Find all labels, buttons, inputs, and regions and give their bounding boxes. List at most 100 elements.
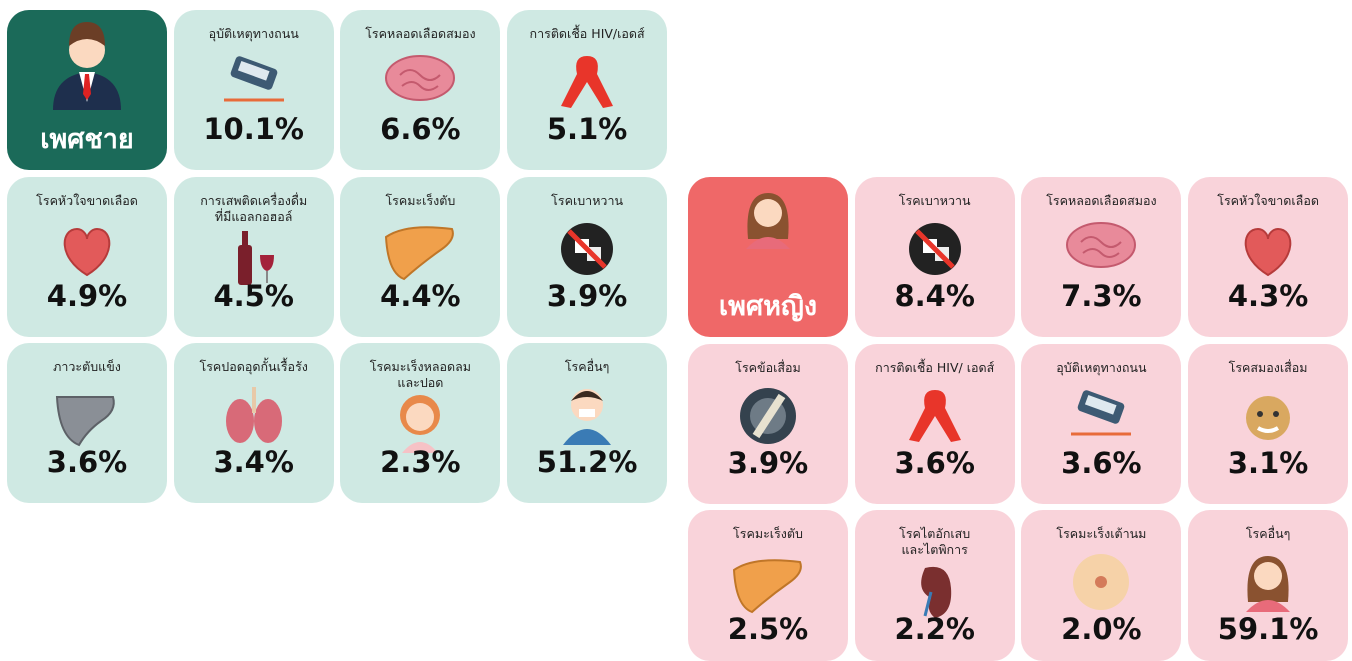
disease-tile: โรคหัวใจขาดเลือด 4.3% bbox=[1188, 177, 1349, 337]
icon-part bbox=[1246, 600, 1291, 613]
disease-label: โรคหัวใจขาดเลือด bbox=[36, 192, 138, 208]
icon-part bbox=[563, 429, 612, 446]
disease-label: อุบัติเหตุทางถนน bbox=[208, 26, 299, 41]
disease-icon bbox=[237, 230, 274, 285]
icon-part bbox=[63, 227, 111, 276]
disease-icon bbox=[1071, 389, 1132, 436]
disease-icon bbox=[908, 223, 961, 275]
icon-part bbox=[914, 229, 955, 269]
icon-part bbox=[1273, 410, 1280, 417]
disease-label: โรคข้อเสื่อม bbox=[735, 359, 801, 375]
percentage: 4.3% bbox=[1227, 279, 1309, 313]
disease-icon bbox=[1073, 554, 1130, 611]
disease-label: โรคมะเร็งเต้านม bbox=[1056, 526, 1147, 542]
icon-part bbox=[399, 69, 442, 91]
disease-tile: โรคข้อเสื่อม 3.9% bbox=[688, 343, 848, 504]
header-title: เพศหญิง bbox=[718, 291, 818, 322]
icon-part bbox=[1085, 394, 1117, 415]
percentage: 4.9% bbox=[46, 278, 128, 313]
icon-part bbox=[571, 391, 604, 402]
disease-icon bbox=[561, 56, 614, 108]
disease-tile: โรคเบาหวาน 8.4% bbox=[854, 177, 1015, 337]
percentage: 2.0% bbox=[1061, 612, 1142, 647]
disease-label: การติดเชื้อ HIV/ เอดส์ bbox=[875, 359, 995, 375]
percentage: 8.4% bbox=[894, 279, 975, 313]
disease-tile: โรคมะเร็งตับ 4.4% bbox=[340, 176, 501, 337]
percentage: 7.3% bbox=[1061, 279, 1142, 313]
icon-part bbox=[579, 409, 596, 418]
header-icon bbox=[746, 193, 790, 249]
disease-icon bbox=[1066, 222, 1137, 268]
icon-part bbox=[746, 237, 790, 249]
disease-label: ภาวะตับแข็ง bbox=[53, 359, 121, 375]
disease-icon bbox=[385, 55, 456, 101]
disease-tile: โรคสมองเสื่อม 3.1% bbox=[1188, 343, 1349, 504]
disease-icon bbox=[740, 387, 796, 444]
disease-label: โรคหลอดเลือดสมอง bbox=[365, 26, 476, 41]
percentage: 2.5% bbox=[727, 612, 809, 647]
disease-label: โรคอื่นๆ bbox=[1245, 526, 1291, 542]
disease-icon bbox=[920, 567, 951, 619]
disease-label: โรคเบาหวาน bbox=[551, 192, 624, 208]
percentage: 3.1% bbox=[1227, 445, 1309, 480]
disease-tile: โรคมะเร็งเต้านม 2.0% bbox=[1021, 510, 1182, 661]
percentage: 4.4% bbox=[380, 278, 461, 313]
female-header: เพศหญิง bbox=[688, 177, 848, 337]
disease-label: โรคสมองเสื่อม bbox=[1228, 359, 1308, 375]
disease-label: โรคหลอดเลือดสมอง bbox=[1046, 193, 1157, 208]
disease-icon bbox=[563, 389, 612, 446]
disease-tile: โรคไตอักเสบ และไตพิการ 2.2% bbox=[854, 510, 1015, 661]
percentage: 3.6% bbox=[894, 445, 975, 480]
disease-tile: โรคหัวใจขาดเลือด 4.9% bbox=[7, 176, 167, 337]
icon-part bbox=[385, 225, 455, 280]
disease-label: โรคอื่นๆ bbox=[564, 359, 610, 375]
percentage: 5.1% bbox=[546, 112, 628, 146]
icon-part bbox=[1066, 222, 1137, 268]
disease-label: โรคเบาหวาน bbox=[898, 193, 971, 208]
percentage: 59.1% bbox=[1217, 612, 1319, 647]
icon-part bbox=[908, 389, 961, 442]
disease-tile: การเสพติดเครื่องดื่ม ที่มีแอลกอฮอล์ 4.5% bbox=[173, 176, 334, 337]
icon-part bbox=[402, 442, 439, 454]
icon-part bbox=[69, 22, 105, 46]
disease-tile: ภาวะตับแข็ง 3.6% bbox=[7, 343, 167, 504]
icon-part bbox=[567, 228, 607, 269]
percentage: 3.9% bbox=[727, 445, 809, 480]
disease-label: โรคหัวใจขาดเลือด bbox=[1217, 193, 1319, 208]
icon-part bbox=[923, 592, 933, 617]
disease-tile: โรคปอดอุดกั้นเรื้อรัง 3.4% bbox=[173, 343, 334, 504]
disease-icon bbox=[908, 389, 961, 442]
disease-icon bbox=[55, 396, 115, 447]
icon-part bbox=[253, 399, 282, 444]
percentage: 6.6% bbox=[380, 112, 461, 146]
male-header: เพศชาย bbox=[7, 10, 167, 170]
icon-part bbox=[754, 199, 782, 227]
disease-tile: โรคหลอดเลือดสมอง 6.6% bbox=[340, 10, 501, 170]
disease-label: โรคมะเร็งหลอดลม และปอด bbox=[369, 359, 472, 391]
disease-label: การเสพติดเครื่องดื่ม ที่มีแอลกอฮอล์ bbox=[200, 192, 308, 224]
disease-label: อุบัติเหตุทางถนน bbox=[1056, 359, 1147, 375]
icon-part bbox=[237, 244, 252, 285]
icon-part bbox=[69, 32, 105, 68]
disease-icon bbox=[1246, 556, 1291, 613]
disease-icon bbox=[400, 395, 441, 454]
percentage: 51.2% bbox=[536, 445, 638, 480]
disease-tile: โรคอื่นๆ 51.2% bbox=[507, 343, 668, 504]
percentage: 3.6% bbox=[46, 445, 128, 480]
icon-part bbox=[55, 396, 115, 447]
icon-part bbox=[1257, 410, 1264, 417]
disease-icon bbox=[1246, 395, 1291, 440]
percentage: 10.1% bbox=[203, 112, 304, 146]
percentage: 3.4% bbox=[213, 445, 294, 480]
percentage: 2.2% bbox=[894, 612, 975, 647]
disease-tile: โรคมะเร็งตับ 2.5% bbox=[688, 510, 848, 661]
disease-icon bbox=[223, 56, 284, 102]
disease-icon bbox=[385, 225, 455, 280]
icon-part bbox=[1257, 425, 1280, 433]
disease-tile: การติดเชื้อ HIV/เอดส์ 5.1% bbox=[507, 10, 668, 170]
disease-tile: การติดเชื้อ HIV/ เอดส์ 3.6% bbox=[854, 343, 1015, 504]
disease-tile: โรคหลอดเลือดสมอง 7.3% bbox=[1021, 177, 1182, 337]
disease-icon bbox=[225, 387, 282, 444]
disease-tile: อุบัติเหตุทางถนน 10.1% bbox=[173, 10, 334, 170]
header-icon bbox=[53, 22, 121, 110]
